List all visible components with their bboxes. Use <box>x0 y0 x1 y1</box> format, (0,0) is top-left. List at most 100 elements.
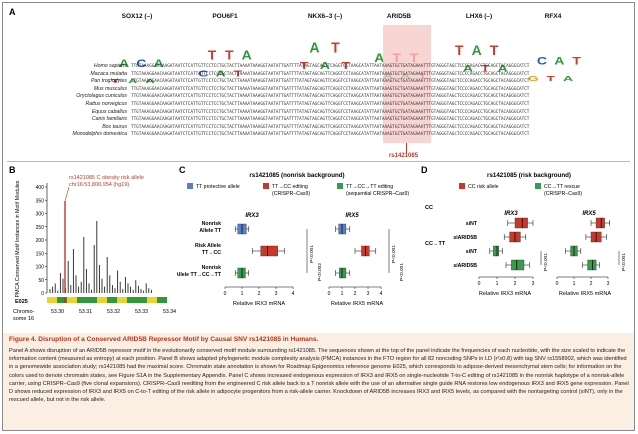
sequence: TTGTAAAGGAACAAGATAATCTCATTGTTCCTCCTGCTAC… <box>131 64 530 69</box>
pval: P<0.001 <box>309 245 315 263</box>
track-segment <box>77 297 87 303</box>
legend-text-2: (sequential CRISPR–Cas9) <box>346 191 409 197</box>
legend-text: TT protective allele <box>196 184 240 190</box>
snp-label: rs1421085 <box>389 153 419 159</box>
motif-letter: A <box>145 78 155 83</box>
x-tick-label: 3 <box>275 291 278 297</box>
motif-logos: TAACAACTATTATAATTAATATTTAATTAGCTAAT <box>111 40 581 83</box>
motif-letter: C <box>198 70 208 79</box>
row-label: siARID5B <box>453 263 477 269</box>
x-tick-label: 0 <box>556 281 559 287</box>
motif-letter: A <box>498 63 509 74</box>
panel-d-title: rs1421085 (risk background) <box>487 172 571 179</box>
track-segment <box>137 297 147 303</box>
motif-letter: T <box>300 60 309 72</box>
sequence: TTGTAAAGGAACAAGATAATCTCATTGTTCCTCCTGCTAC… <box>131 71 530 77</box>
x-axis-label: Chromo- <box>13 309 35 315</box>
tf-label-pou6f1: POU6F1 <box>212 13 238 20</box>
motif-letter: G <box>528 75 539 83</box>
row-label: Nonrisk <box>202 221 221 227</box>
tf-label-nkx6-3: NKX6–3 (–) <box>307 13 343 20</box>
alignment-block: Homo sapiens TTGTAAAGGAACAAGATAATCTCATTGT… <box>3 63 634 143</box>
track-snp <box>64 297 66 303</box>
x-tick-label: 0 <box>478 281 481 287</box>
track-segment <box>87 297 97 303</box>
tf-label-arid5b: ARID5B <box>386 13 412 20</box>
x-tick-label: 1 <box>241 291 244 297</box>
legend-text: CC→TT rescue <box>544 184 580 190</box>
annotation-2: chr16:53,800,954 (hg19) <box>69 182 129 188</box>
x-axis-label: Relative IRX3 mRNA <box>479 291 531 297</box>
x-tick-label: 0 <box>224 291 227 297</box>
x-tick-label: 1 <box>496 281 499 287</box>
legend-text-2: (CRISPR–Cas9) <box>272 191 310 197</box>
y-tick-label: 150 <box>36 251 45 257</box>
y-tick-label: 400 <box>36 185 45 191</box>
x-tick-label: 2 <box>514 281 517 287</box>
box <box>493 245 500 257</box>
y-tick-label: 0 <box>41 291 44 297</box>
x-tick-label: 2 <box>590 281 593 287</box>
legend-swatch <box>535 183 541 189</box>
legend-text: CC risk allele <box>468 184 499 190</box>
x-tick-label: 1 <box>341 291 344 297</box>
panel-a-label: A <box>9 7 16 17</box>
motif-letter: T <box>572 54 581 67</box>
motif-letter: T <box>111 78 120 83</box>
tf-label-lhx6: LHX6 (–) <box>465 13 493 20</box>
motif-letter: T <box>342 60 351 72</box>
track-label: E025 <box>15 299 28 305</box>
legend-swatch <box>187 183 193 189</box>
sequence: TTGTAAAGGAACAAGATAATCTCATTGTTCCTCCTGCTAC… <box>131 132 530 138</box>
track-segment <box>67 297 77 303</box>
y-tick-label: 100 <box>36 265 45 271</box>
x-axis-label: Relative IRX5 mRNA <box>331 301 383 307</box>
motif-letter: T <box>490 42 499 58</box>
track-segment <box>117 297 127 303</box>
pval: P<0.001 <box>399 263 405 281</box>
annotation-leader <box>64 186 70 202</box>
species-name: Pan troglodytes <box>90 78 127 85</box>
legend-text: TT→CC editing <box>272 184 308 190</box>
caption-title: Figure 4. Disruption of a Conserved ARID… <box>9 336 319 343</box>
x-tick-label: 53.30 <box>51 309 64 315</box>
sequence: TTGTAAAGGAACAAGATAATCTCATTGTTCCTCCTGCTAC… <box>131 117 530 123</box>
box <box>511 259 525 271</box>
x-tick-label: 1 <box>573 281 576 287</box>
box <box>339 267 347 279</box>
x-tick-label: 3 <box>532 281 535 287</box>
motif-letter: T <box>481 63 490 74</box>
x-tick-label: 53.34 Mb <box>163 309 177 315</box>
box <box>514 217 528 229</box>
tf-label-rfx4: RFX4 <box>544 13 562 20</box>
track-segment <box>107 297 117 303</box>
plot-title: IRX3 <box>245 213 259 219</box>
motif-letter: C <box>537 54 547 67</box>
sequence: TTGTAAAGGAACAAGATAATCTCATTGTTCCTCCTGCTAC… <box>131 86 530 92</box>
motif-letter: A <box>119 57 129 69</box>
plot-title: IRX3 <box>504 211 518 217</box>
species-name: Oryctolagus cuniculus <box>76 93 127 100</box>
x-tick-label: 3 <box>607 281 610 287</box>
y-axis-label: PMCA Conserved Motif Instances in Motif … <box>15 180 21 297</box>
tf-label-sox12: SOX12 (–) <box>121 13 153 20</box>
species-name: Monodelphis domestica <box>72 131 128 138</box>
panel-c-title: rs1421085 (nonrisk background) <box>249 172 344 179</box>
x-tick-label: 53.32 <box>107 309 120 315</box>
motif-logo-row: SOX12 (–) POU6F1 NKX6–3 (–) ARID5B LHX6 … <box>3 3 634 83</box>
y-tick-label: 350 <box>36 198 45 204</box>
track-segment <box>47 297 57 303</box>
divider <box>7 161 630 162</box>
track-segment <box>57 297 67 303</box>
snp-highlight <box>383 25 431 143</box>
panel-b-label: B <box>9 165 16 175</box>
row-label-2: TT→CC <box>202 250 221 256</box>
annotation: rs1421085 C obesity risk allele <box>69 175 144 181</box>
motif-letter: T <box>208 48 217 62</box>
y-tick-label: 300 <box>36 212 45 218</box>
species-name: Homo sapiens <box>93 63 127 69</box>
row-label: siNT <box>466 249 478 255</box>
